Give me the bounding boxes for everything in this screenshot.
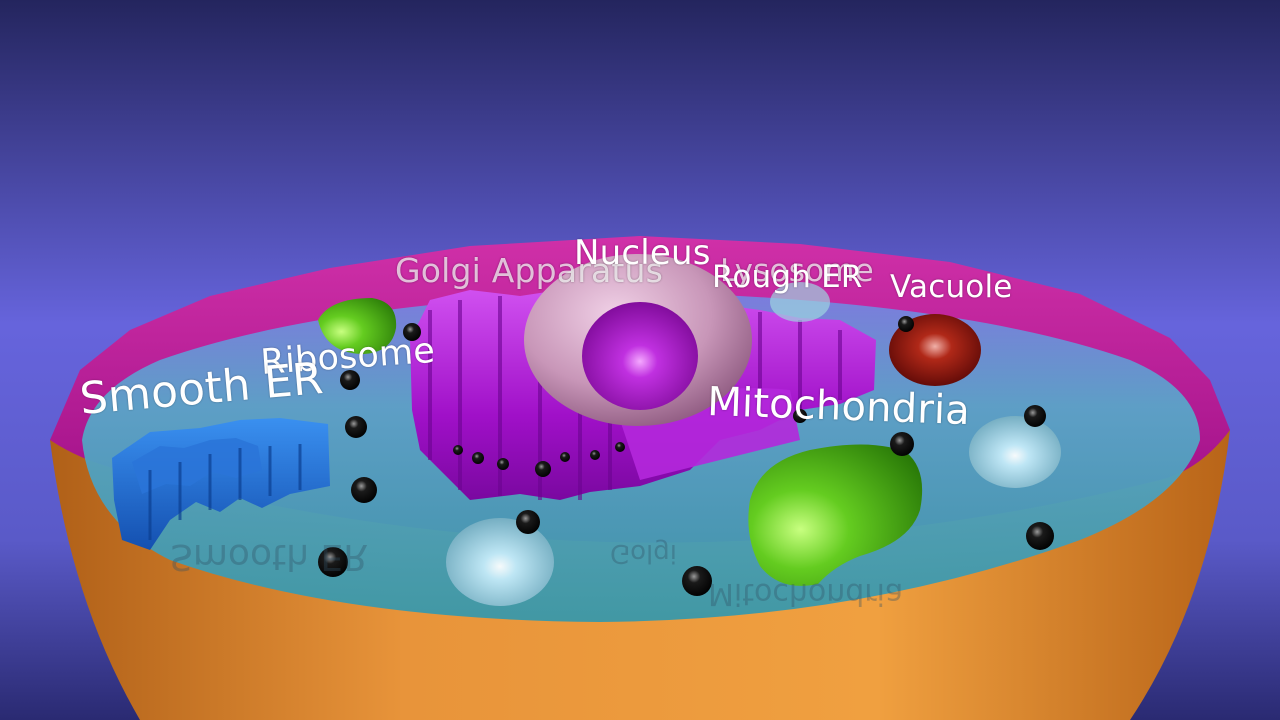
nucleus bbox=[524, 254, 752, 426]
smooth-er-reflection: Smooth ER bbox=[170, 536, 369, 577]
label-rough-er: Rough ER bbox=[712, 259, 863, 295]
label-mitochondria: Mitochondria bbox=[706, 379, 971, 435]
rough-er bbox=[770, 282, 830, 322]
label-nucleus: Nucleus bbox=[574, 233, 711, 273]
nucleolus bbox=[582, 302, 698, 410]
lysosome-right bbox=[969, 416, 1061, 488]
label-golgi-apparatus: Golgi Apparatus bbox=[395, 251, 664, 290]
label-lysosome: Lysosome bbox=[720, 253, 874, 289]
vacuole bbox=[889, 314, 981, 386]
mitochondrion-small bbox=[318, 298, 397, 354]
smooth-er bbox=[112, 418, 330, 550]
label-vacuole: Vacuole bbox=[890, 269, 1013, 305]
mitochondria-reflection: Mitochondria bbox=[708, 576, 904, 611]
mitochondrion-large bbox=[748, 444, 923, 586]
ribosomes bbox=[318, 316, 1054, 596]
lysosome-front bbox=[446, 518, 554, 606]
golgi-reflection: Golgi bbox=[610, 538, 678, 568]
